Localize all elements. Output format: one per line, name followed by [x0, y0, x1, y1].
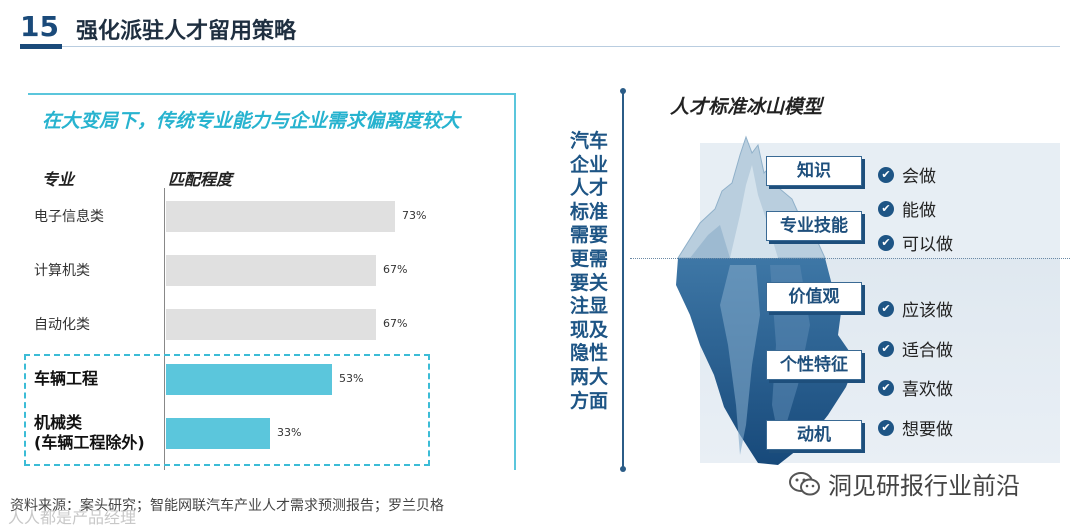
bar-value-label: 73% — [402, 209, 427, 222]
bar — [166, 255, 376, 286]
bar-value-label: 67% — [383, 317, 408, 330]
bar-category-label: 车辆工程 — [34, 369, 99, 388]
bar — [166, 364, 332, 395]
iceberg-label-box: 知识 — [766, 156, 862, 186]
bar — [166, 418, 270, 449]
iceberg-body-highlight — [720, 265, 760, 455]
waterline — [630, 258, 1070, 259]
bar-category-label: 机械类 (车辆工程除外) — [34, 413, 145, 452]
check-item-text: 能做 — [902, 201, 936, 221]
vertical-caption: 汽车企业人才标准需要更需要关注显现及隐性两大方面 — [569, 130, 608, 412]
highlight-dashed-box — [24, 354, 430, 466]
page-title: 强化派驻人才留用策略 — [76, 19, 297, 44]
bar-value-label: 67% — [383, 263, 408, 276]
source-note: 资料来源：案头研究；智能网联汽车产业人才需求预测报告；罗兰贝格 — [10, 498, 444, 514]
iceberg-title: 人才标准冰山模型 — [670, 96, 823, 118]
check-item: ✔ 可以做 — [878, 230, 953, 255]
bar-category-label: 计算机类 — [34, 263, 90, 279]
check-item-text: 适合做 — [902, 341, 953, 361]
check-circle-icon: ✔ — [878, 419, 894, 436]
iceberg-label-box: 动机 — [766, 420, 862, 450]
check-item-text: 喜欢做 — [902, 380, 953, 400]
iceberg-label-box: 价值观 — [766, 282, 862, 312]
check-item-text: 想要做 — [902, 420, 953, 440]
check-item: ✔ 会做 — [878, 162, 936, 187]
iceberg-illustration — [676, 135, 1060, 465]
header-rule — [62, 46, 1060, 47]
iceberg-label-box: 个性特征 — [766, 350, 862, 380]
column-header-match: 匹配程度 — [168, 170, 233, 189]
check-item: ✔ 想要做 — [878, 415, 953, 440]
divider-line — [622, 90, 624, 470]
check-circle-icon: ✔ — [878, 166, 894, 183]
check-circle-icon: ✔ — [878, 379, 894, 396]
check-circle-icon: ✔ — [878, 340, 894, 357]
check-item-text: 会做 — [902, 167, 936, 187]
column-header-major: 专业 — [42, 170, 75, 189]
page-number: 15 — [20, 10, 59, 43]
check-item: ✔ 适合做 — [878, 336, 953, 361]
bar-value-label: 53% — [339, 372, 364, 385]
panel-top-border — [28, 93, 516, 95]
check-circle-icon: ✔ — [878, 200, 894, 217]
bar-value-label: 33% — [277, 426, 302, 439]
bar-category-label: 电子信息类 — [34, 209, 104, 225]
wechat-icon — [789, 471, 820, 495]
panel-heading: 在大变局下，传统专业能力与企业需求偏离度较大 — [42, 110, 461, 132]
panel-right-border — [514, 93, 516, 470]
watermark: 洞见研报行业前沿 — [788, 466, 1020, 501]
chart-axis — [164, 188, 165, 470]
check-circle-icon: ✔ — [878, 234, 894, 251]
check-item: ✔ 喜欢做 — [878, 375, 953, 400]
check-circle-icon: ✔ — [878, 300, 894, 317]
bar-category-label: 自动化类 — [34, 317, 90, 333]
watermark-text: 洞见研报行业前沿 — [828, 472, 1020, 500]
check-item-text: 可以做 — [902, 235, 953, 255]
iceberg-label-box: 专业技能 — [766, 211, 862, 241]
check-item: ✔ 能做 — [878, 196, 936, 221]
check-item-text: 应该做 — [902, 301, 953, 321]
page-number-underline — [20, 44, 62, 49]
check-item: ✔ 应该做 — [878, 296, 953, 321]
divider-top-dot — [620, 88, 626, 94]
iceberg-tip-shadow — [690, 225, 730, 258]
corner-watermark: 人人都是产品经理 — [8, 508, 137, 527]
bar — [166, 201, 395, 232]
bar — [166, 309, 376, 340]
divider-bottom-dot — [620, 466, 626, 472]
